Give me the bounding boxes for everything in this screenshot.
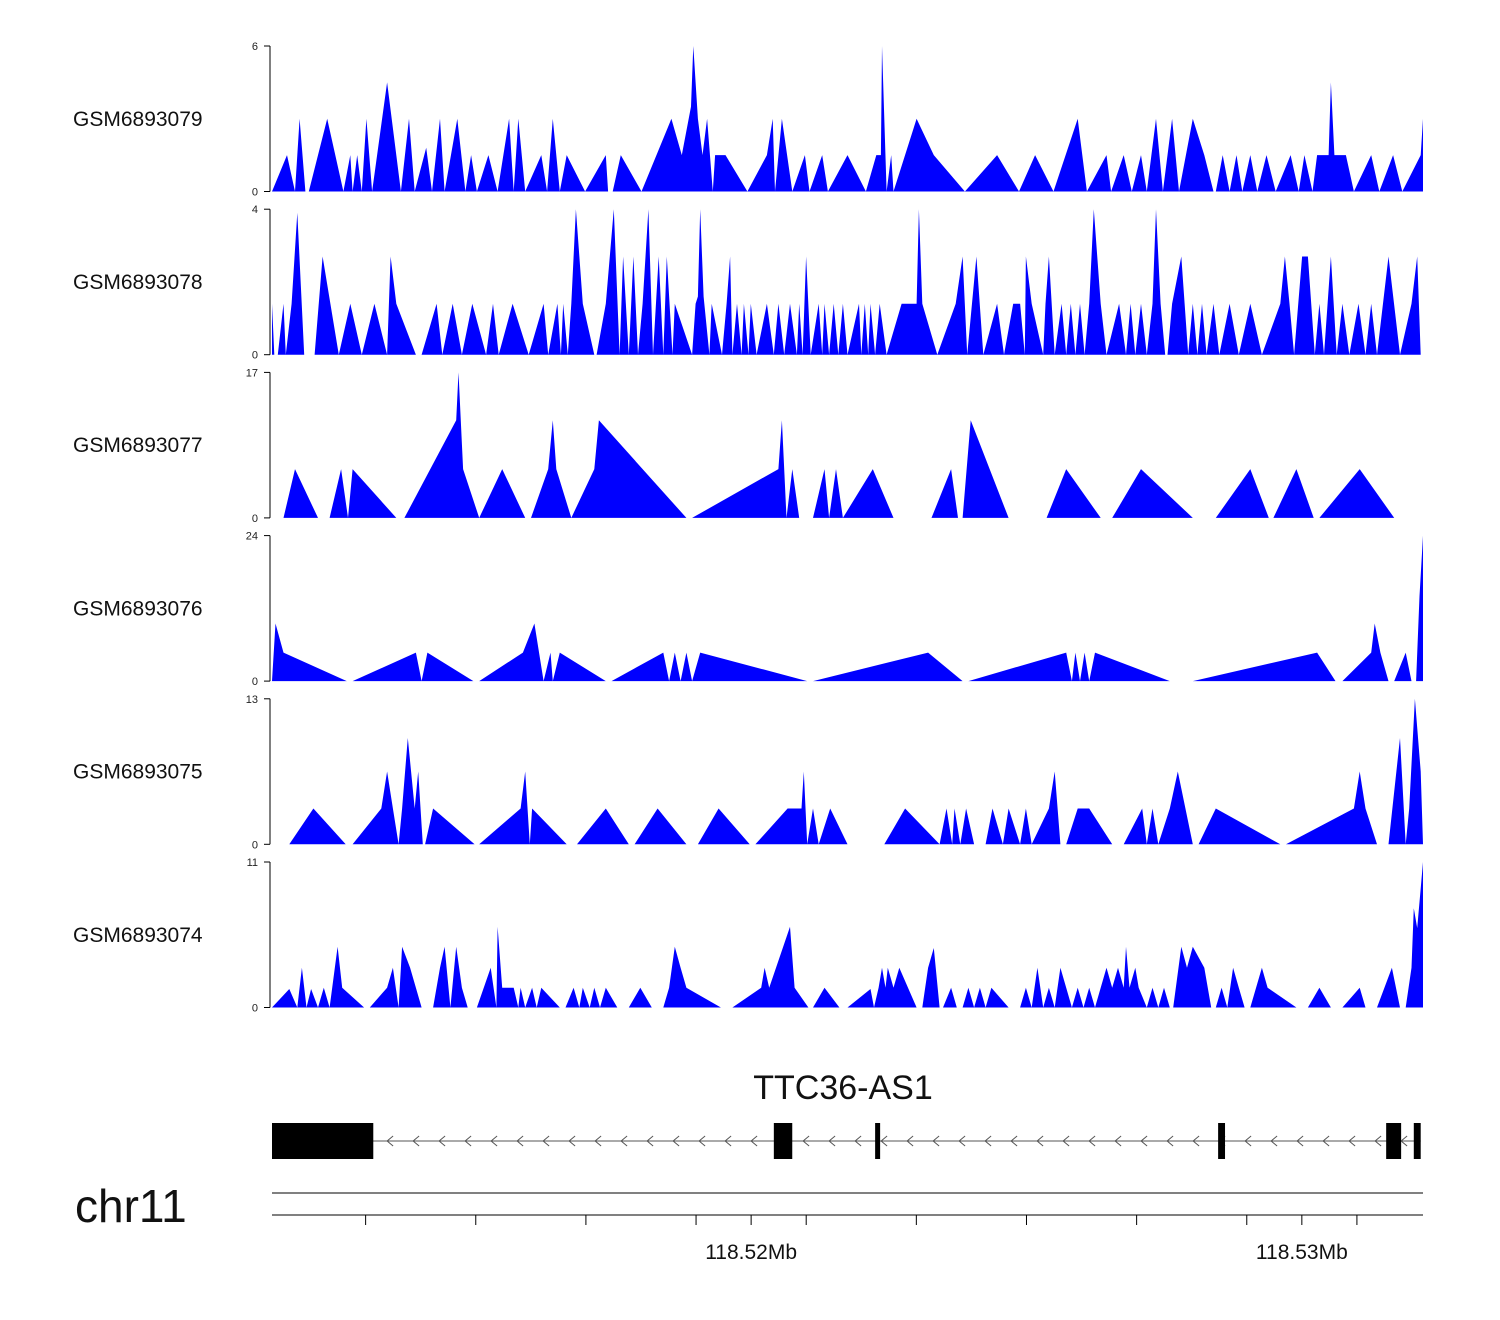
gene-name-label: TTC36-AS1 [753,1069,933,1107]
track-label: GSM6893079 [73,108,203,131]
coverage-area [283,372,1398,518]
strand-arrow [646,1135,654,1147]
strand-arrow [1322,1135,1330,1147]
track-label: GSM6893074 [73,924,203,947]
gene-track: TTC36-AS1 [272,1069,1421,1159]
y-axis-min-label: 0 [252,513,258,525]
strand-arrow [1140,1135,1148,1147]
strand-arrow [1270,1135,1278,1147]
strand-arrow [386,1135,394,1147]
chromosome-label: chr11 [75,1180,187,1232]
strand-arrow [1166,1135,1174,1147]
strand-arrow [724,1135,732,1147]
strand-arrow [620,1135,628,1147]
y-axis-min-label: 0 [252,1003,258,1015]
strand-arrow [464,1135,472,1147]
track-label: GSM6893077 [73,434,203,457]
strand-arrow [1010,1135,1018,1147]
axis-tick-label: 118.53Mb [1256,1241,1348,1264]
strand-arrow [828,1135,836,1147]
track-label: GSM6893075 [73,761,203,784]
strand-arrow [698,1135,706,1147]
y-axis-max-label: 17 [246,367,258,379]
strand-arrow [672,1135,680,1147]
strand-arrow [1088,1135,1096,1147]
strand-arrow [854,1135,862,1147]
exon [1413,1123,1421,1159]
strand-arrow [490,1135,498,1147]
exon [773,1123,793,1159]
strand-arrow [984,1135,992,1147]
strand-arrow [802,1135,810,1147]
coverage-area [272,46,1423,192]
strand-arrow [932,1135,940,1147]
strand-arrow [1062,1135,1070,1147]
track-GSM6893074: GSM6893074 11 0 [73,857,1423,1015]
strand-arrow [1192,1135,1200,1147]
track-GSM6893075: GSM6893075 13 0 [73,694,1423,851]
track-GSM6893076: GSM6893076 24 0 [73,531,1423,688]
strand-arrow [1114,1135,1122,1147]
axis-tick-label: 118.52Mb [705,1241,797,1264]
exon [272,1123,374,1159]
strand-arrow [880,1135,888,1147]
strand-arrow [1296,1135,1304,1147]
strand-arrow [1244,1135,1252,1147]
strand-arrow [412,1135,420,1147]
y-axis-min-label: 0 [252,350,258,362]
y-axis-max-label: 13 [246,694,258,706]
strand-arrow [1036,1135,1044,1147]
strand-arrow [438,1135,446,1147]
y-axis-min-label: 0 [252,839,258,851]
track-label: GSM6893078 [73,271,203,294]
y-axis-max-label: 6 [252,41,258,53]
track-GSM6893078: GSM6893078 4 0 [73,204,1421,362]
axis-ticks: 118.52Mb 118.53Mb [365,1215,1358,1264]
exon [875,1123,881,1159]
strand-arrow [906,1135,914,1147]
strand-arrow [1374,1135,1382,1147]
y-axis-max-label: 24 [246,531,258,543]
track-GSM6893077: GSM6893077 17 0 [73,367,1398,525]
strand-arrow [594,1135,602,1147]
y-axis-min-label: 0 [252,676,258,688]
genome-axis: chr11 118.52Mb 118.53Mb [75,1180,1423,1264]
gene-model [272,1123,1421,1159]
strand-arrow [516,1135,524,1147]
strand-arrow [542,1135,550,1147]
coverage-area [289,698,1423,845]
coverage-area [272,862,1423,1008]
strand-arrow [750,1135,758,1147]
coverage-area [272,535,1423,682]
strand-arrow [568,1135,576,1147]
strand-arrow [958,1135,966,1147]
coverage-area [272,209,1421,355]
coverage-tracks: GSM689307960GSM689307840GSM6893077170GSM… [73,41,1423,1015]
y-axis-max-label: 11 [247,857,258,869]
exon [1218,1123,1226,1159]
track-label: GSM6893076 [73,597,203,620]
exon [1386,1123,1402,1159]
strand-arrow [1348,1135,1356,1147]
y-axis-max-label: 4 [252,204,258,216]
track-GSM6893079: GSM6893079 6 0 [73,41,1423,199]
y-axis-min-label: 0 [252,187,258,199]
